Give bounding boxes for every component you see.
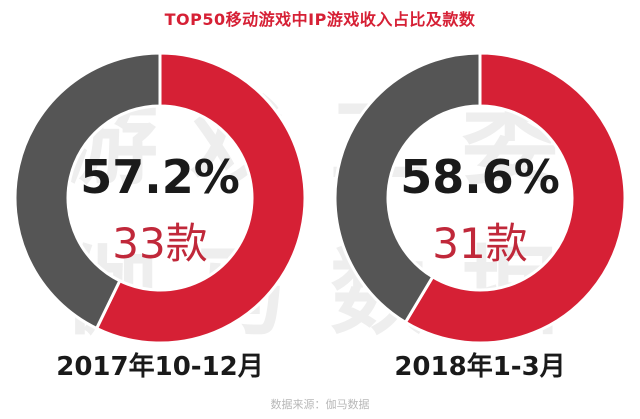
period-label-2018: 2018年1-3月 xyxy=(394,352,566,382)
share-value-2018: 58.6% xyxy=(400,150,560,204)
donut-slice-0-1 xyxy=(13,51,162,331)
source-note: 数据来源：伽马数据 xyxy=(270,398,370,411)
donut-slice-0-0 xyxy=(94,51,307,345)
count-value-2017: 33款 xyxy=(112,219,208,268)
chart-title: TOP50移动游戏中IP游戏收入占比及款数 xyxy=(164,10,476,29)
donut-chart-2017 xyxy=(13,51,307,345)
period-label-2017: 2017年10-12月 xyxy=(56,352,264,382)
share-value-2017: 57.2% xyxy=(80,150,240,204)
donut-slice-1-1 xyxy=(333,51,482,325)
donut-chart-2018 xyxy=(333,51,627,345)
count-value-2018: 31款 xyxy=(432,219,528,268)
donut-slice-1-0 xyxy=(403,51,627,345)
